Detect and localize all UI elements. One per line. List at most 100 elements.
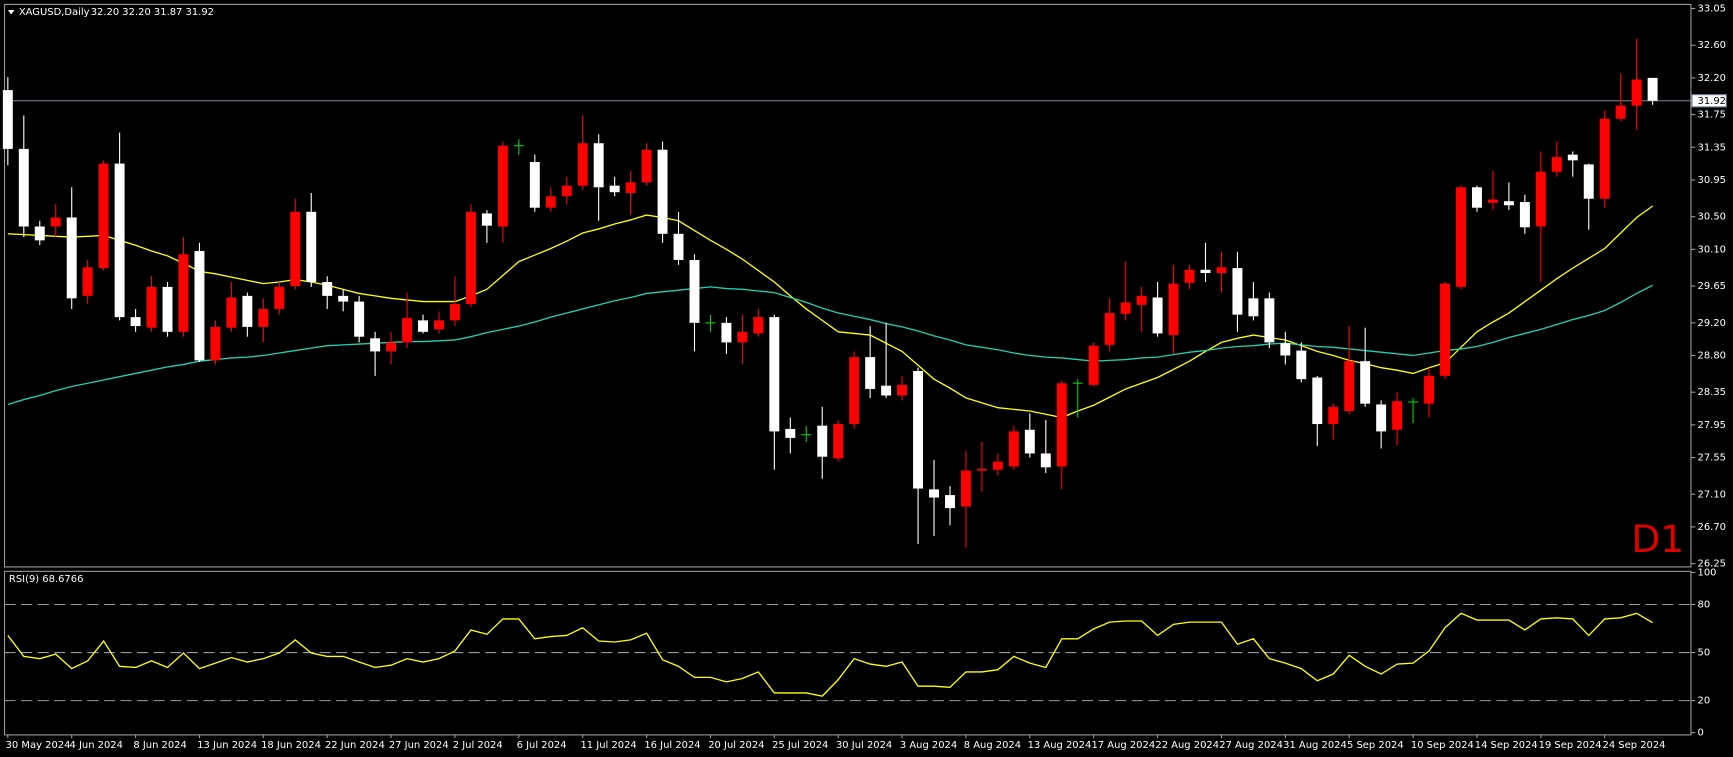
candle-body: [1440, 283, 1450, 376]
candle-body: [1248, 298, 1259, 317]
y-tick-label: 32.20: [1698, 73, 1726, 84]
candle-body: [1583, 164, 1594, 199]
y-tick-label: 29.65: [1698, 281, 1726, 292]
candle-body: [1040, 453, 1051, 468]
rsi-frame: [3, 570, 1692, 736]
quote: 32.20 32.20 31.87 31.92: [91, 7, 214, 18]
candle-body: [881, 385, 892, 396]
candle-body: [322, 281, 333, 296]
y-tick-label: 26.70: [1698, 522, 1726, 533]
x-tick-label: 3 Aug 2024: [900, 740, 957, 751]
candle-body: [561, 185, 572, 197]
candle-body: [849, 357, 860, 425]
candle-body: [1567, 154, 1578, 161]
x-tick-label: 10 Sep 2024: [1411, 740, 1474, 751]
y-tick-label: 27.95: [1698, 420, 1726, 431]
timeframe-watermark: D1: [1631, 517, 1684, 561]
y-tick-label: 80: [1698, 600, 1711, 611]
candle-body: [178, 254, 189, 332]
candle-body: [1264, 298, 1275, 343]
candle-body: [66, 217, 77, 299]
x-tick-label: 8 Aug 2024: [964, 740, 1021, 751]
indicator-line: [7, 612, 1653, 697]
y-tick-label: 30.10: [1698, 244, 1726, 255]
candle-body: [817, 425, 828, 457]
candle-body: [737, 331, 748, 343]
candle-body: [689, 259, 700, 323]
y-tick-label: 31.35: [1698, 142, 1726, 153]
x-tick-label: 5 Sep 2024: [1347, 740, 1404, 751]
y-tick-label: 28.35: [1698, 387, 1726, 398]
candle-body: [1008, 431, 1019, 467]
candle-body: [1088, 345, 1099, 385]
candle-body: [1392, 401, 1403, 430]
menu-arrow: [7, 9, 15, 15]
y-tick-label: 27.55: [1698, 453, 1726, 464]
candle-body: [1120, 302, 1131, 314]
candle-body: [1647, 77, 1658, 101]
y-tick-label: 31.75: [1698, 110, 1726, 121]
y-tick-label: 30.50: [1698, 212, 1726, 223]
candle-body: [258, 308, 269, 327]
candle-body: [98, 163, 109, 269]
x-tick-label: 30 Jul 2024: [836, 740, 892, 751]
candle-body: [1328, 406, 1339, 425]
x-tick-label: 19 Sep 2024: [1539, 740, 1602, 751]
y-tick-label: 32.60: [1698, 40, 1726, 51]
current-price-label: 31.92: [1698, 96, 1726, 107]
candle-body: [465, 211, 476, 305]
candle-body: [210, 326, 221, 361]
y-tick-label: 30.95: [1698, 175, 1726, 186]
candle-body: [929, 489, 939, 498]
candle-body: [50, 217, 61, 227]
y-tick-label: 0: [1698, 728, 1704, 739]
candle-body: [721, 322, 732, 343]
y-tick-label: 33.05: [1698, 4, 1726, 15]
candle-body: [481, 213, 492, 226]
candle-body: [418, 320, 428, 332]
x-tick-label: 30 May 2024: [6, 740, 71, 751]
candle-body: [1136, 295, 1147, 305]
candle-body: [1296, 350, 1307, 380]
candle-body: [1360, 361, 1371, 404]
y-tick-label: 27.10: [1698, 489, 1726, 500]
x-tick-label: 27 Jun 2024: [389, 740, 449, 751]
candle-body: [1471, 187, 1482, 208]
candle-body: [1376, 404, 1387, 432]
y-tick-label: 26.25: [1698, 559, 1726, 570]
x-tick-label: 24 Sep 2024: [1603, 740, 1666, 751]
candle-body: [641, 149, 652, 183]
y-tick-label: 28.80: [1698, 350, 1726, 361]
candle-body: [274, 286, 285, 309]
candle-body: [386, 342, 397, 352]
candle-body: [370, 338, 381, 352]
x-tick-label: 25 Jul 2024: [772, 740, 828, 751]
candle-body: [785, 428, 796, 438]
candle-body: [976, 468, 987, 471]
candle-body: [577, 143, 588, 186]
candle-body: [1631, 79, 1642, 106]
candle-body: [1184, 269, 1195, 283]
y-tick-label: 50: [1698, 648, 1711, 659]
candle-body: [354, 301, 365, 337]
candle-body: [657, 149, 668, 234]
symbol-title: XAGUSD,Daily: [19, 7, 90, 18]
candle-body: [1280, 343, 1291, 356]
candle-body: [1216, 267, 1227, 274]
candle-body: [338, 295, 349, 302]
candle-body: [1024, 429, 1035, 454]
rsi-title: RSI(9) 68.6766: [9, 574, 83, 585]
candle-body: [945, 495, 955, 509]
candle-body: [114, 163, 125, 318]
candle-body: [1456, 187, 1466, 287]
candle-body: [1599, 118, 1610, 199]
candle-body: [497, 145, 508, 227]
candle-body: [1200, 269, 1211, 274]
candle-body: [545, 196, 556, 208]
candle-body: [402, 317, 413, 343]
candle-body: [162, 286, 173, 332]
y-tick-label: 100: [1698, 567, 1717, 578]
candle-body: [1424, 375, 1435, 404]
